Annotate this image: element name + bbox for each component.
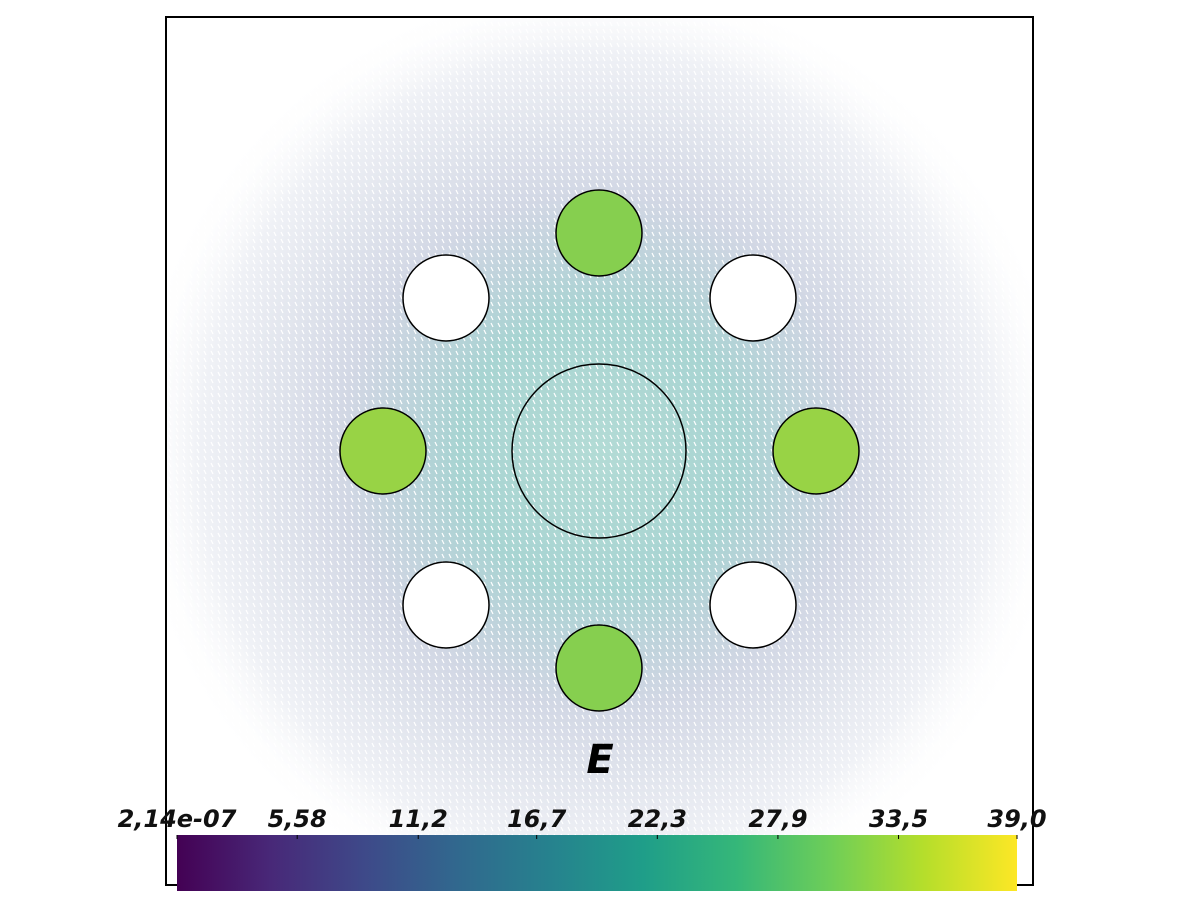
colorbar-tick-label: 2,14e-07	[118, 805, 237, 833]
hole	[402, 254, 490, 342]
conductors	[339, 189, 860, 712]
colorbar-tick-label: 11,2	[389, 805, 448, 833]
colorbar-tick-label: 22,3	[628, 805, 687, 833]
central-conductor	[511, 363, 687, 539]
conductor	[339, 407, 427, 495]
conductor	[555, 189, 643, 277]
colorbar-tick-label: 27,9	[748, 805, 807, 833]
colorbar-tick-label: 5,58	[268, 805, 327, 833]
colorbar-tick-label: 39,0	[987, 805, 1046, 833]
conductor	[555, 624, 643, 712]
colorbar-tick-label: 16,7	[507, 805, 567, 833]
field-texture	[167, 18, 1032, 884]
hole	[709, 561, 797, 649]
colorbar	[177, 835, 1017, 891]
hole	[709, 254, 797, 342]
colorbar-tick-label: 33,5	[869, 805, 928, 833]
colorbar-title: E	[586, 737, 613, 783]
conductor	[772, 407, 860, 495]
hole	[402, 561, 490, 649]
